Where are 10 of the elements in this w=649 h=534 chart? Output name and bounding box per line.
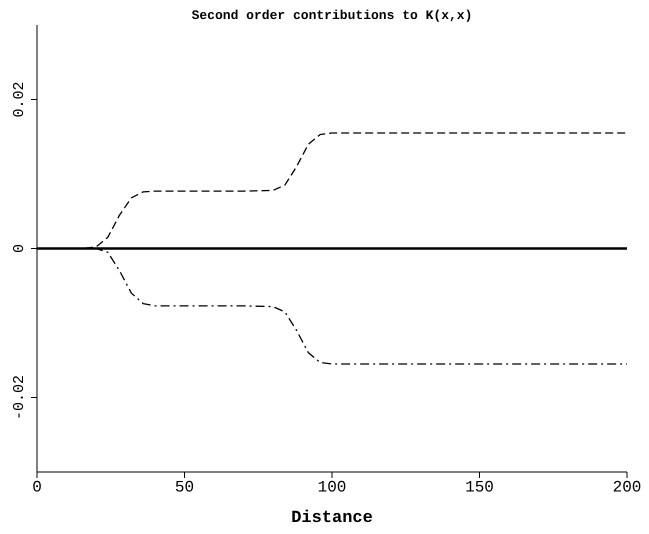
x-tick-label: 50: [174, 478, 194, 496]
y-tick-label: 0.02: [11, 81, 28, 118]
y-tick-label: -0.02: [11, 374, 28, 420]
x-tick-label: 0: [32, 478, 42, 496]
y-tick-label: 0: [11, 244, 28, 254]
x-tick-label: 200: [612, 478, 642, 496]
x-tick-label: 100: [318, 478, 346, 496]
x-tick-label: 150: [465, 478, 494, 496]
chart-title: Second order contributions to K(x,x): [190, 8, 474, 23]
x-axis-title: Distance: [291, 509, 373, 528]
